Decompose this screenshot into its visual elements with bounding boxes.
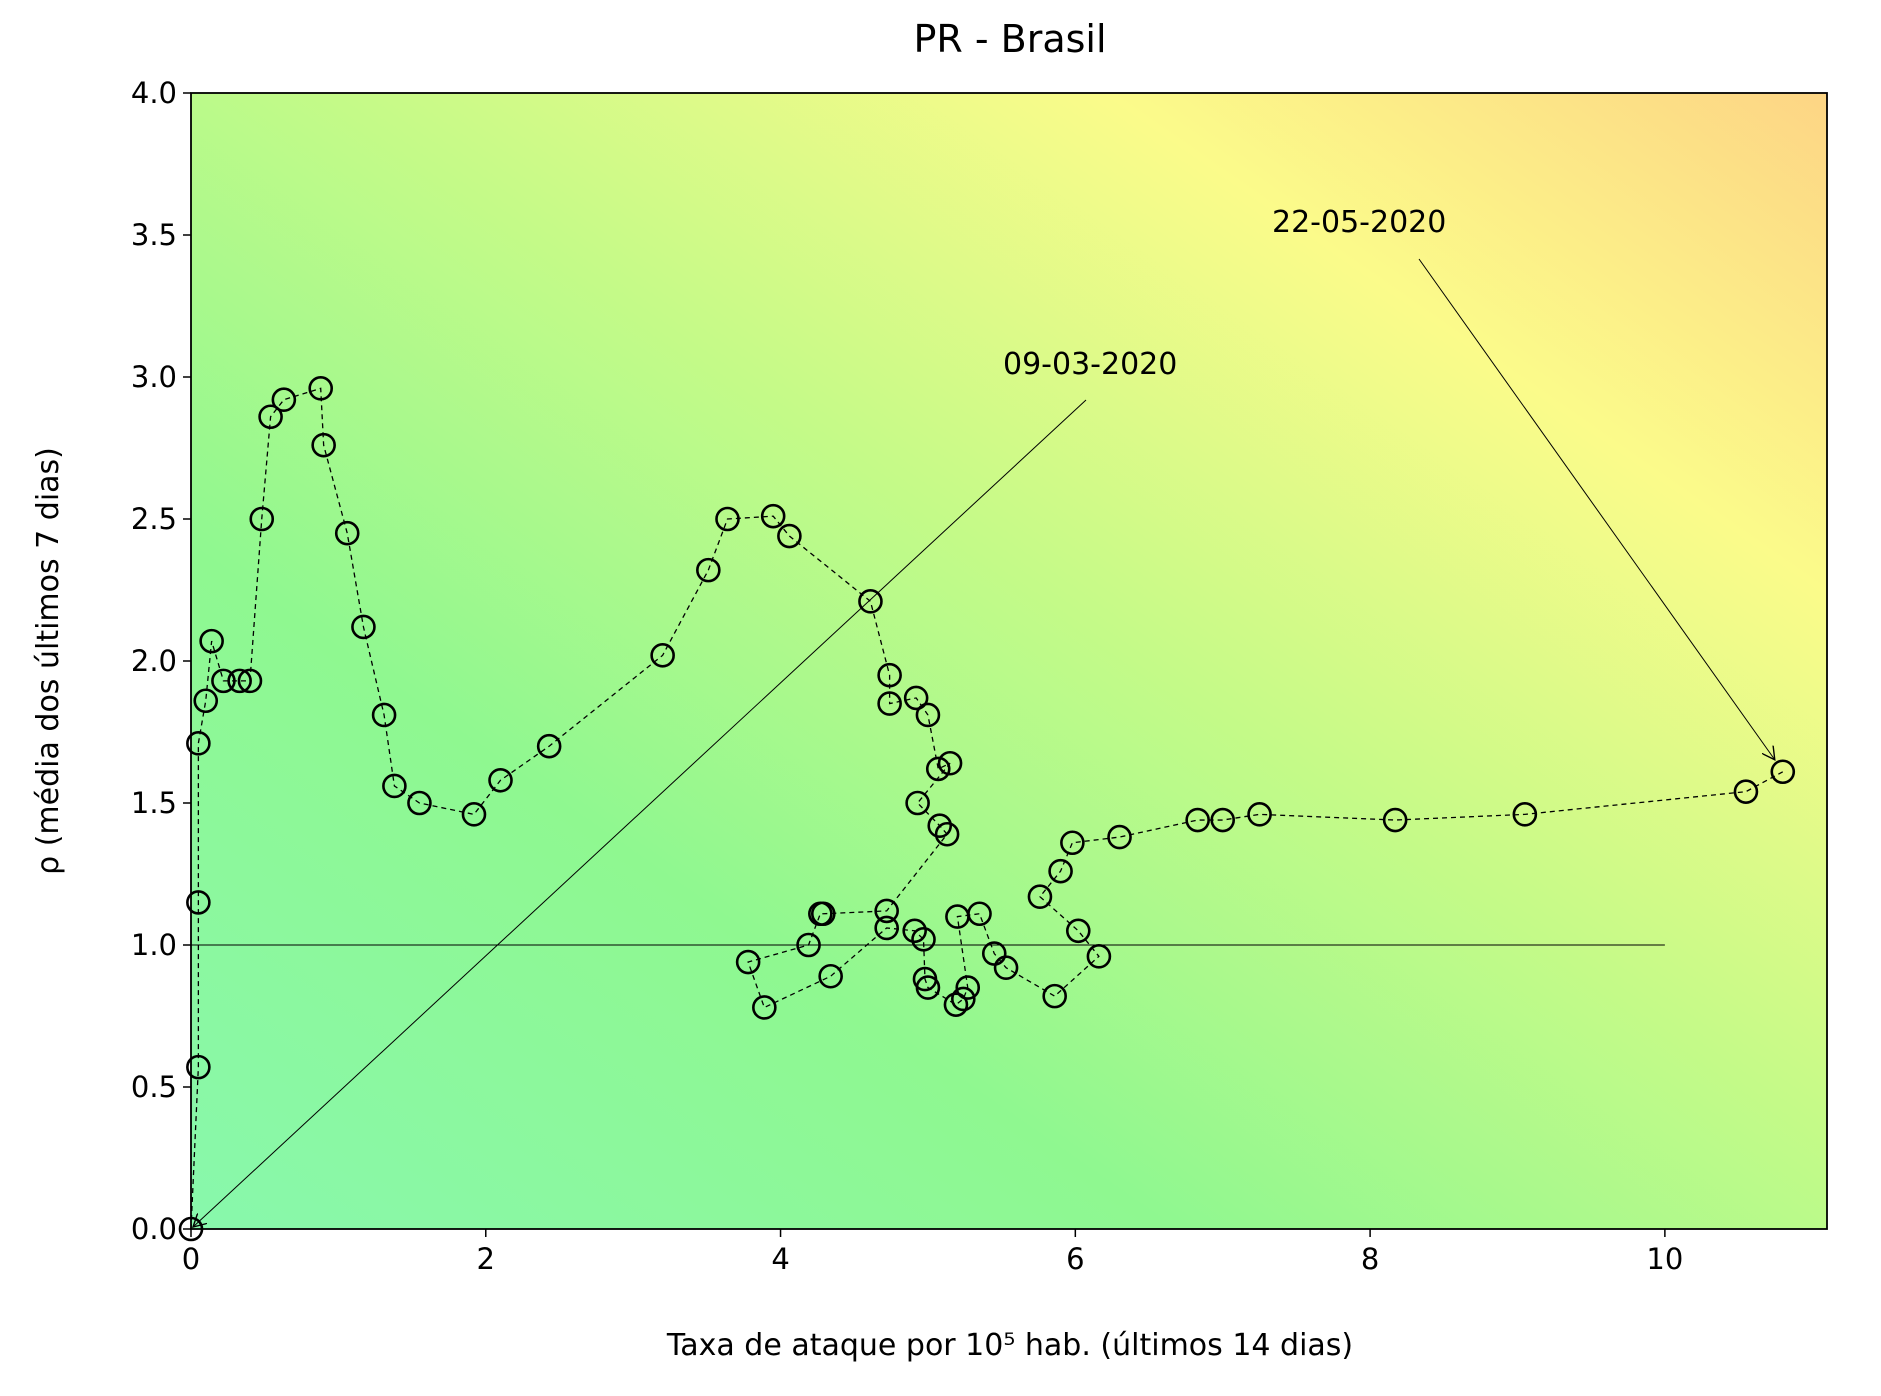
point (937, 750, 963, 776)
annotation: 09-03-2020 (1003, 347, 1177, 382)
y-tick-label: 3.0 (131, 360, 177, 394)
point (1185, 807, 1210, 833)
x-tick-label: 8 (1361, 1242, 1379, 1276)
y-tick-label: 2.5 (131, 502, 177, 536)
point (186, 890, 211, 915)
x-tick-label: 6 (1066, 1242, 1084, 1276)
point (925, 756, 951, 782)
point (382, 773, 407, 799)
point (1733, 779, 1759, 804)
point (874, 915, 899, 941)
point (967, 901, 992, 927)
point (796, 932, 821, 958)
y-tick-label: 0.0 (131, 1212, 177, 1246)
point (808, 901, 833, 927)
point (461, 802, 487, 827)
point (943, 992, 969, 1017)
point (934, 821, 960, 847)
y-tick-label: 1.5 (131, 786, 177, 820)
point (902, 918, 927, 944)
point (858, 589, 883, 614)
point (1247, 802, 1272, 827)
point (993, 955, 1019, 981)
point (193, 688, 219, 714)
point (735, 949, 761, 975)
point (227, 668, 252, 694)
point (715, 506, 740, 532)
trajectory-line (190, 387, 1784, 1230)
point (911, 927, 936, 952)
point (311, 432, 336, 458)
plot-frame (190, 92, 1828, 1230)
point (186, 731, 211, 756)
point (696, 557, 721, 583)
point (1512, 802, 1538, 827)
point (915, 975, 941, 1000)
y-tick-label: 2.0 (131, 644, 177, 678)
point (1107, 824, 1132, 850)
x-tick-label: 2 (477, 1242, 495, 1276)
annotation: 22-05-2020 (1272, 205, 1446, 240)
point (1382, 807, 1408, 833)
y-tick-label: 0.5 (131, 1070, 177, 1104)
point (903, 685, 929, 711)
point (211, 668, 236, 694)
x-tick-label: 0 (182, 1242, 200, 1276)
point (249, 506, 275, 532)
point (536, 733, 562, 759)
point (1048, 858, 1073, 884)
y-tick-label: 1.0 (131, 928, 177, 962)
point (915, 702, 941, 728)
point (351, 614, 376, 640)
point (1770, 759, 1796, 785)
point (488, 767, 513, 793)
x-tick-label: 4 (771, 1242, 789, 1276)
point (1210, 807, 1236, 833)
point (371, 702, 397, 728)
point (955, 975, 981, 1000)
point (1042, 983, 1067, 1009)
point (905, 790, 930, 816)
point (877, 662, 902, 688)
point (818, 963, 843, 989)
point (258, 404, 283, 430)
x-tick-label: 10 (1646, 1242, 1683, 1276)
y-tick-label: 4.0 (131, 76, 177, 110)
point (752, 995, 777, 1020)
point (199, 628, 224, 654)
point (1060, 830, 1085, 856)
point (237, 668, 263, 694)
x-axis-label: Taxa de ataque por 10⁵ hab. (últimos 14 … (666, 1328, 1353, 1363)
point (334, 520, 360, 546)
point (1065, 918, 1091, 944)
plot-background (191, 93, 1827, 1229)
y-axis-label: ρ (média dos últimos 7 dias) (31, 447, 66, 875)
point (407, 790, 432, 816)
point (760, 503, 786, 529)
y-tick-label: 3.5 (131, 218, 177, 252)
annotation-arrow (193, 399, 1087, 1227)
point (877, 691, 902, 716)
point (777, 523, 802, 549)
point (1027, 884, 1053, 910)
point (650, 643, 675, 668)
annotation-arrow (1418, 258, 1775, 760)
chart-title: PR - Brasil (913, 17, 1106, 61)
point (874, 898, 899, 924)
point (186, 1054, 211, 1080)
point (1086, 944, 1112, 969)
point (927, 813, 953, 839)
point (308, 376, 334, 401)
point (271, 387, 297, 413)
point (951, 986, 976, 1012)
